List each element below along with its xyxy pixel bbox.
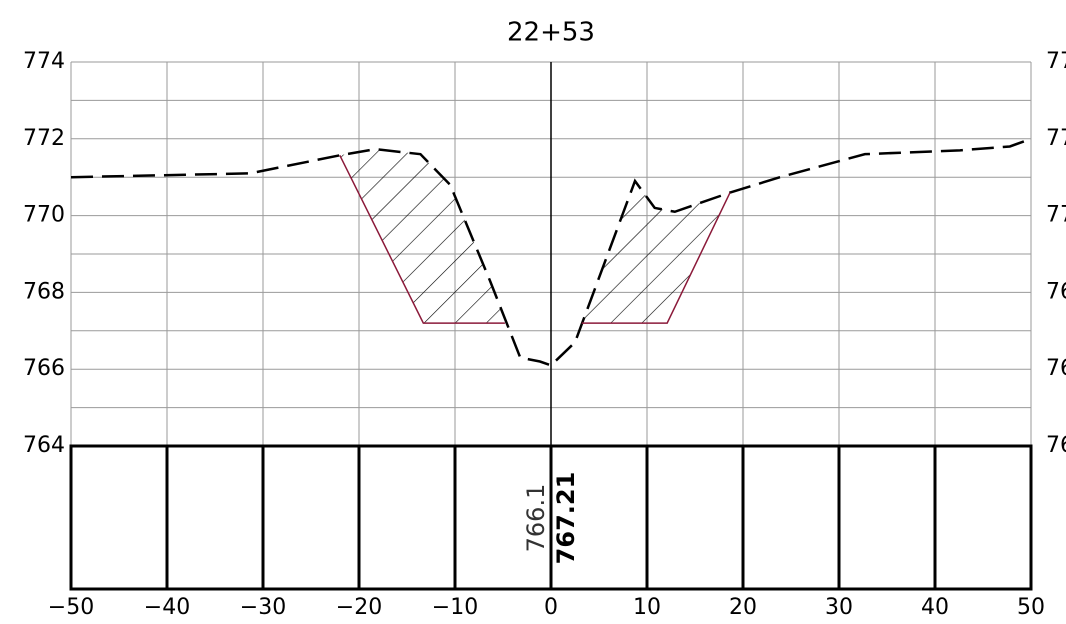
x-tick-label: −20 — [336, 595, 382, 620]
y-tick-label: 770 — [23, 203, 65, 228]
cut-hatch — [581, 181, 731, 324]
template-line — [339, 154, 731, 324]
x-tick-label: −30 — [240, 595, 286, 620]
design-elevation-label: 767.21 — [552, 472, 580, 565]
x-tick-label: −40 — [144, 595, 190, 620]
x-tick-label: 10 — [633, 595, 661, 620]
x-tick-label: −10 — [432, 595, 478, 620]
y-tick-label: 766 — [23, 356, 65, 381]
x-tick-label: 40 — [921, 595, 949, 620]
y-tick-label-right: 768 — [1046, 279, 1066, 304]
ground-line — [70, 137, 1032, 367]
x-tick-label: −50 — [48, 595, 94, 620]
cut-hatch — [339, 149, 505, 324]
y-tick-label: 764 — [23, 433, 65, 458]
y-tick-label: 768 — [23, 279, 65, 304]
x-tick-label: 30 — [825, 595, 853, 620]
y-tick-label-right: 770 — [1046, 203, 1066, 228]
ground-elevation-label: 766.1 — [522, 484, 550, 553]
y-tick-label-right: 774 — [1046, 49, 1066, 74]
y-tick-label-right: 772 — [1046, 126, 1066, 151]
x-tick-label: 0 — [544, 595, 558, 620]
y-tick-label-right: 764 — [1046, 433, 1066, 458]
x-tick-label: 20 — [729, 595, 757, 620]
chart-title: 22+53 — [507, 18, 595, 48]
y-tick-label: 772 — [23, 126, 65, 151]
x-tick-label: 50 — [1017, 595, 1045, 620]
y-tick-label: 774 — [23, 49, 65, 74]
y-tick-label-right: 766 — [1046, 356, 1066, 381]
